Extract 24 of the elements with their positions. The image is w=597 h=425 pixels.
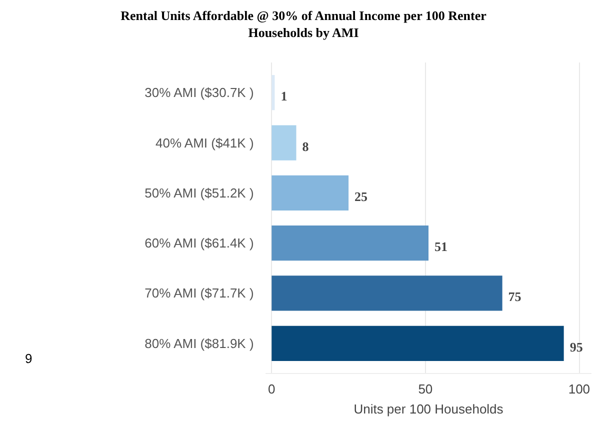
bar (272, 75, 275, 110)
bar (272, 276, 502, 311)
y-tick-label: 60% AMI ($61.4K ) (144, 236, 254, 251)
bar (272, 226, 428, 261)
y-tick-label: 80% AMI ($81.9K ) (144, 336, 254, 351)
x-axis-title: Units per 100 Households (354, 402, 504, 416)
x-tick-label: 100 (568, 382, 590, 396)
y-tick-label: 40% AMI ($41K ) (156, 135, 254, 150)
data-label: 51 (434, 239, 448, 254)
data-label: 95 (570, 339, 584, 354)
chart-title: Rental Units Affordable @ 30% of Annual Income per 100 Renter Households by AMI (120, 8, 486, 42)
y-tick-label: 70% AMI ($71.7K ) (144, 286, 254, 301)
y-tick-label: 30% AMI ($30.7K ) (144, 85, 254, 100)
data-label: 25 (354, 188, 368, 204)
bar (272, 326, 564, 361)
data-label: 1 (280, 88, 288, 104)
data-label: 8 (302, 138, 310, 154)
x-tick-label: 50 (418, 382, 433, 396)
y-tick-label: 50% AMI ($51.2K ) (144, 185, 254, 200)
data-label: 75 (508, 289, 522, 304)
x-tick-label: 0 (268, 382, 276, 396)
bar (272, 175, 349, 210)
bar (272, 125, 296, 160)
text: 9 (25, 350, 32, 368)
